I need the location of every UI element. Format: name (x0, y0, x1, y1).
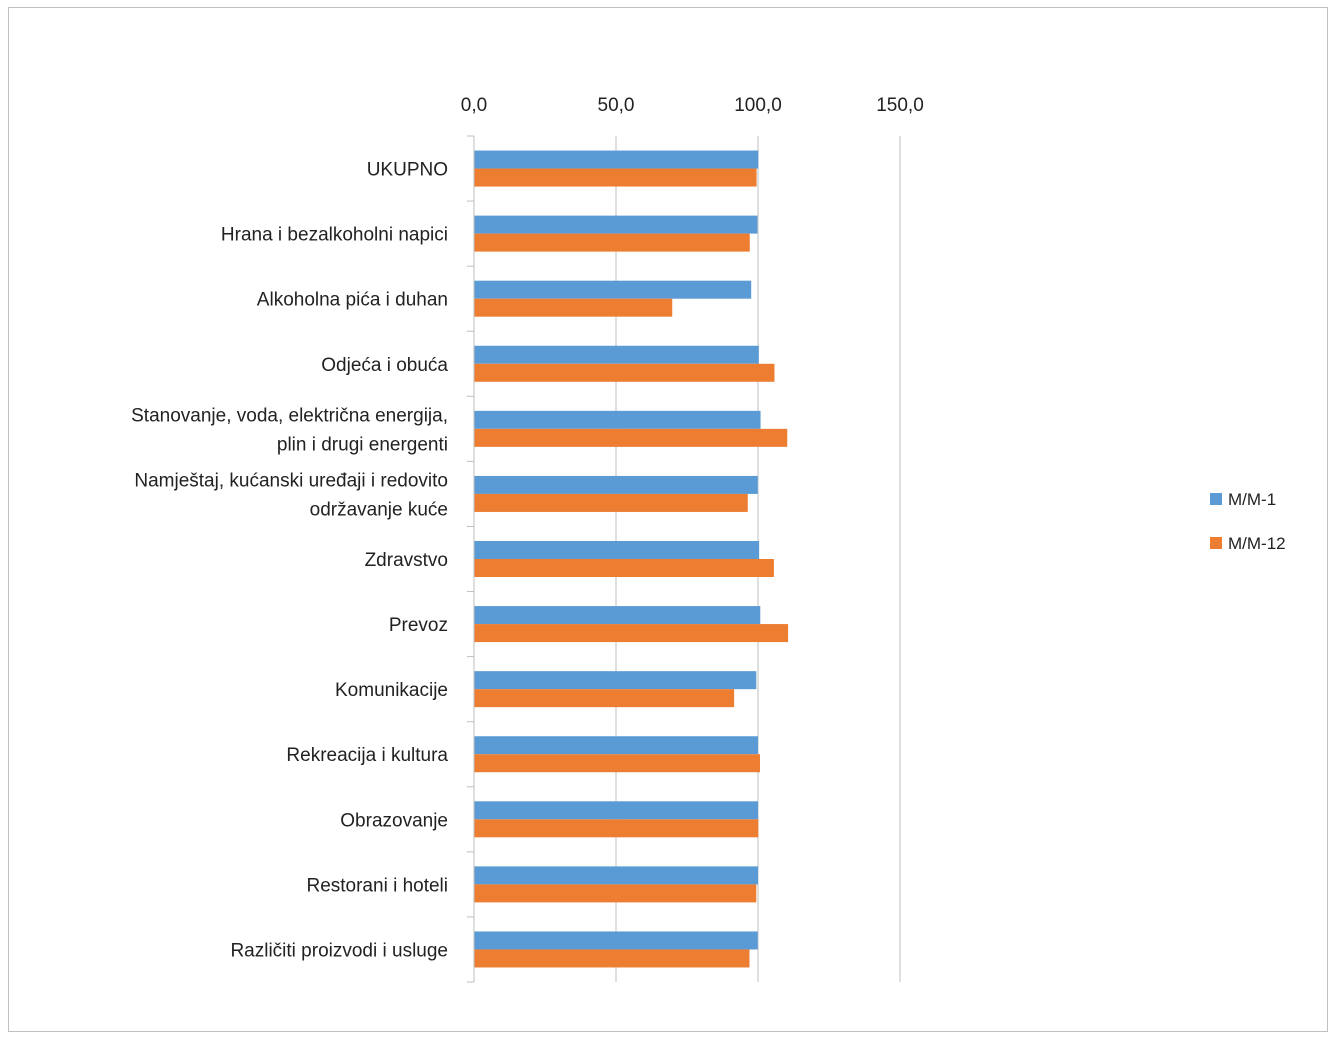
bars (474, 150, 789, 968)
bar-m-m-12 (474, 689, 735, 708)
bar-m-m-12 (474, 819, 759, 838)
bar-m-m-12 (474, 493, 748, 512)
x-tick-label: 50,0 (598, 95, 635, 116)
bar-m-m-1 (474, 931, 758, 950)
bar-m-m-1 (474, 671, 757, 690)
bar-m-m-1 (474, 215, 758, 234)
category-label: UKUPNO (367, 160, 448, 181)
legend-entry-label: M/M-1 (1228, 490, 1276, 509)
category-label: Obrazovanje (340, 810, 448, 831)
bar-m-m-1 (474, 541, 760, 559)
category-axis (467, 135, 475, 983)
category-label: Odjeća i obuća (321, 355, 448, 376)
bar-m-m-12 (474, 884, 757, 903)
category-label: Rekreacija i kultura (286, 745, 448, 766)
category-label: Namještaj, kućanski uređaji i redovito (134, 470, 448, 491)
category-label: Prevoz (389, 615, 448, 636)
legend-swatch (1210, 493, 1222, 505)
bar-m-m-12 (474, 298, 673, 317)
bar-m-m-12 (474, 233, 750, 252)
bar-m-m-1 (474, 475, 758, 494)
bar-m-m-12 (474, 363, 775, 382)
bar-m-m-1 (474, 606, 761, 625)
bar-m-m-1 (474, 150, 759, 169)
bar-m-m-12 (474, 624, 789, 643)
category-label: Alkoholna pića i duhan (257, 290, 448, 311)
bar-m-m-1 (474, 410, 761, 429)
bar-m-m-1 (474, 866, 758, 885)
bar-m-m-12 (474, 428, 788, 447)
category-label: Zdravstvo (365, 550, 448, 571)
bar-m-m-12 (474, 949, 750, 968)
category-label: Stanovanje, voda, električna energija, (131, 405, 448, 426)
x-tick-label: 0,0 (461, 95, 487, 116)
category-label: Hrana i bezalkoholni napici (221, 225, 448, 246)
x-tick-label: 100,0 (734, 95, 782, 116)
category-label: Restorani i hoteli (306, 875, 448, 896)
category-label: plin i drugi energenti (277, 434, 448, 455)
category-labels: UKUPNO Hrana i bezalkoholni napici Alkohol… (131, 160, 448, 962)
bar-m-m-1 (474, 345, 759, 364)
bar-m-m-1 (474, 736, 758, 755)
category-label: održavanje kuće (310, 499, 448, 520)
x-tick-label: 150,0 (876, 95, 924, 116)
legend: M/M-1 M/M-12 (1210, 490, 1286, 553)
value-axis-ticks: 0,0 50,0 100,0 150,0 (461, 95, 924, 116)
bar-m-m-12 (474, 168, 757, 187)
legend-swatch (1210, 537, 1222, 549)
bar-m-m-1 (474, 280, 752, 299)
legend-entry-label: M/M-12 (1228, 534, 1286, 553)
bar-m-m-12 (474, 754, 760, 773)
bar-m-m-1 (474, 801, 758, 820)
category-label: Komunikacije (335, 680, 448, 701)
category-label: Različiti proizvodi i usluge (230, 940, 448, 961)
bar-m-m-12 (474, 559, 774, 577)
